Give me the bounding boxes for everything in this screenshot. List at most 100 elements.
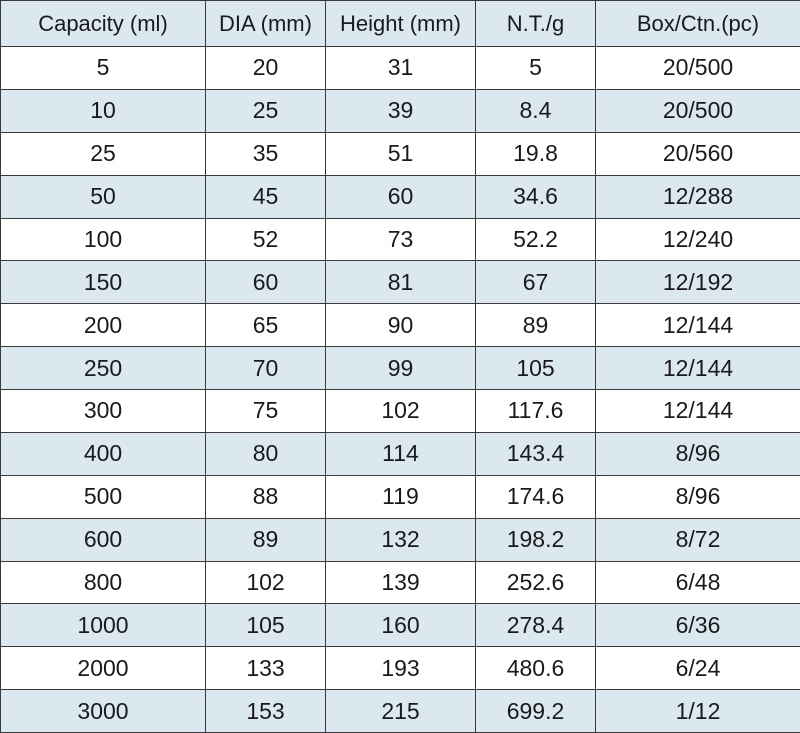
table-cell: 50 xyxy=(0,174,206,219)
table-cell: 133 xyxy=(205,646,326,691)
table-cell: 102 xyxy=(205,560,326,605)
table-row: 10 25 39 8.4 20/500 xyxy=(0,88,800,133)
table-cell: 25 xyxy=(205,88,326,133)
table-row: 500 88 119 174.6 8/96 xyxy=(0,474,800,519)
table-cell: 480.6 xyxy=(475,646,596,691)
header-cell: DIA (mm) xyxy=(205,0,326,47)
table-row: 2000 133 193 480.6 6/24 xyxy=(0,646,800,691)
table-cell: 102 xyxy=(325,389,476,433)
table-cell: 89 xyxy=(205,517,326,562)
table-cell: 31 xyxy=(325,46,476,90)
table-cell: 250 xyxy=(0,346,206,390)
table-cell: 67 xyxy=(475,260,596,305)
table-cell: 25 xyxy=(0,131,206,176)
table-cell: 174.6 xyxy=(475,474,596,519)
table-cell: 34.6 xyxy=(475,174,596,219)
table-cell: 119 xyxy=(325,474,476,519)
table-cell: 99 xyxy=(325,346,476,390)
table-cell: 12/288 xyxy=(595,174,800,219)
table-cell: 193 xyxy=(325,646,476,691)
table-cell: 6/48 xyxy=(595,560,800,605)
table-cell: 12/144 xyxy=(595,346,800,390)
table-cell: 90 xyxy=(325,303,476,348)
table-row: 150 60 81 67 12/192 xyxy=(0,260,800,305)
table-cell: 65 xyxy=(205,303,326,348)
table-cell: 5 xyxy=(0,46,206,90)
table-cell: 153 xyxy=(205,689,326,733)
table-cell: 73 xyxy=(325,217,476,262)
table-cell: 8.4 xyxy=(475,88,596,133)
table-row: 250 70 99 105 12/144 xyxy=(0,346,800,390)
table-cell: 117.6 xyxy=(475,389,596,433)
table-cell: 51 xyxy=(325,131,476,176)
header-cell: Capacity (ml) xyxy=(0,0,206,47)
table-cell: 114 xyxy=(325,431,476,476)
table-cell: 20 xyxy=(205,46,326,90)
table-cell: 8/96 xyxy=(595,474,800,519)
table-cell: 6/24 xyxy=(595,646,800,691)
table-cell: 252.6 xyxy=(475,560,596,605)
table-cell: 52.2 xyxy=(475,217,596,262)
table-cell: 81 xyxy=(325,260,476,305)
table-cell: 35 xyxy=(205,131,326,176)
table-row: 1000 105 160 278.4 6/36 xyxy=(0,603,800,648)
table-cell: 132 xyxy=(325,517,476,562)
header-row: Capacity (ml) DIA (mm) Height (mm) N.T./g Bo… xyxy=(0,0,800,47)
table-cell: 150 xyxy=(0,260,206,305)
table-cell: 143.4 xyxy=(475,431,596,476)
table-cell: 300 xyxy=(0,389,206,433)
table-cell: 12/144 xyxy=(595,389,800,433)
header-cell: Box/Ctn.(pc) xyxy=(595,0,800,47)
table-cell: 89 xyxy=(475,303,596,348)
table-cell: 8/96 xyxy=(595,431,800,476)
table-cell: 160 xyxy=(325,603,476,648)
table-row: 300 75 102 117.6 12/144 xyxy=(0,389,800,433)
table-cell: 12/192 xyxy=(595,260,800,305)
table-cell: 400 xyxy=(0,431,206,476)
table-row: 50 45 60 34.6 12/288 xyxy=(0,174,800,219)
table-cell: 278.4 xyxy=(475,603,596,648)
table-cell: 139 xyxy=(325,560,476,605)
table-cell: 20/500 xyxy=(595,88,800,133)
header-cell: N.T./g xyxy=(475,0,596,47)
table-cell: 45 xyxy=(205,174,326,219)
table-cell: 699.2 xyxy=(475,689,596,733)
table-cell: 60 xyxy=(205,260,326,305)
table-cell: 75 xyxy=(205,389,326,433)
table-cell: 105 xyxy=(475,346,596,390)
table-row: 5 20 31 5 20/500 xyxy=(0,46,800,90)
table-cell: 80 xyxy=(205,431,326,476)
table-row: 25 35 51 19.8 20/560 xyxy=(0,131,800,176)
table-cell: 1/12 xyxy=(595,689,800,733)
table-cell: 52 xyxy=(205,217,326,262)
table-cell: 70 xyxy=(205,346,326,390)
table-cell: 600 xyxy=(0,517,206,562)
table-cell: 2000 xyxy=(0,646,206,691)
table-cell: 1000 xyxy=(0,603,206,648)
table-cell: 20/500 xyxy=(595,46,800,90)
table-cell: 215 xyxy=(325,689,476,733)
table-cell: 8/72 xyxy=(595,517,800,562)
table-cell: 88 xyxy=(205,474,326,519)
table-row: 600 89 132 198.2 8/72 xyxy=(0,517,800,562)
table-row: 3000 153 215 699.2 1/12 xyxy=(0,689,800,733)
table-row: 800 102 139 252.6 6/48 xyxy=(0,560,800,605)
table-cell: 500 xyxy=(0,474,206,519)
table-cell: 6/36 xyxy=(595,603,800,648)
table-cell: 12/144 xyxy=(595,303,800,348)
table-cell: 10 xyxy=(0,88,206,133)
table-cell: 800 xyxy=(0,560,206,605)
table-cell: 39 xyxy=(325,88,476,133)
header-cell: Height (mm) xyxy=(325,0,476,47)
table-cell: 5 xyxy=(475,46,596,90)
table-cell: 105 xyxy=(205,603,326,648)
table-cell: 12/240 xyxy=(595,217,800,262)
table-row: 200 65 90 89 12/144 xyxy=(0,303,800,348)
table-cell: 198.2 xyxy=(475,517,596,562)
table-cell: 20/560 xyxy=(595,131,800,176)
table-row: 400 80 114 143.4 8/96 xyxy=(0,431,800,476)
table-row: 100 52 73 52.2 12/240 xyxy=(0,217,800,262)
table-cell: 3000 xyxy=(0,689,206,733)
